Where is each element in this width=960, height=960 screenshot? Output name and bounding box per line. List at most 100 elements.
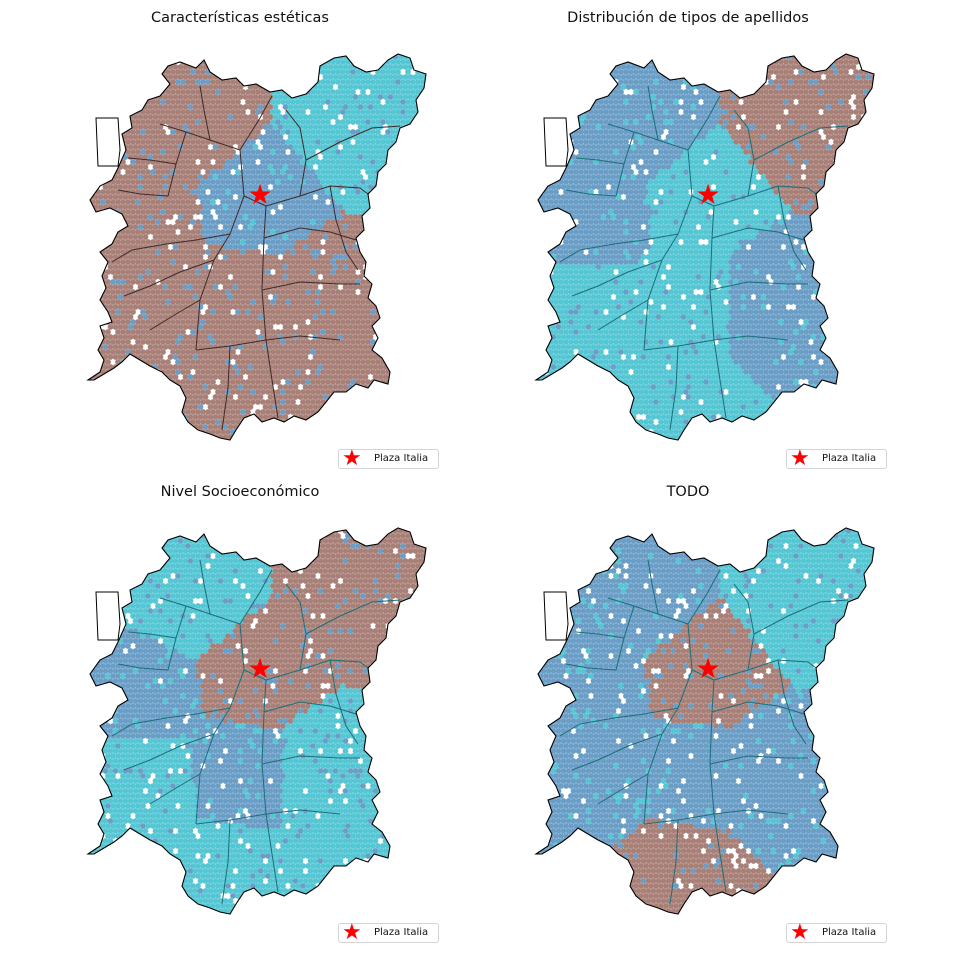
hex-cell (267, 74, 274, 80)
hex-cell (275, 299, 281, 305)
hex-cell (382, 304, 389, 310)
hex-cell (212, 224, 219, 230)
hex-cell (257, 324, 264, 330)
hex-cell (397, 114, 404, 120)
hex-cell (90, 99, 96, 105)
hex-cell (310, 129, 316, 135)
hex-cell (97, 54, 104, 60)
hex-cell (135, 79, 141, 85)
hex-cell (125, 309, 131, 315)
hex-cell (405, 59, 411, 65)
hex-cell (220, 269, 226, 275)
hex-cell (125, 369, 131, 375)
hex-cell (260, 279, 266, 285)
hex-cell (380, 399, 386, 405)
hex-cell (302, 274, 309, 280)
hex-cell (225, 319, 231, 325)
hex-cell (92, 234, 99, 240)
hex-cell (400, 109, 406, 115)
hex-cell (150, 409, 156, 415)
hex-cell (310, 209, 316, 215)
hex-cell (130, 259, 136, 265)
hex-cell (120, 319, 126, 325)
hex-cell (115, 54, 121, 55)
hex-cell (180, 299, 186, 305)
hex-cell (327, 164, 334, 170)
hex-cell (107, 84, 114, 90)
hex-cell (395, 159, 401, 165)
hex-cell (412, 144, 419, 150)
hex-cell (362, 324, 369, 330)
hex-cell (162, 214, 169, 220)
hex-cell (237, 354, 244, 360)
hex-cell (227, 334, 234, 340)
hex-cell (285, 279, 291, 285)
hex-cell (428, 364, 434, 370)
hex-cell (130, 359, 136, 365)
hex-cell (315, 169, 321, 175)
hex-cell (192, 194, 199, 200)
hex-cell (345, 229, 351, 235)
hex-cell (110, 189, 116, 195)
hex-cell (232, 54, 239, 60)
hex-cell (280, 219, 286, 225)
hex-cell (260, 179, 266, 185)
hex-cell (155, 139, 161, 145)
hex-cell (375, 109, 381, 115)
hex-cell (160, 249, 166, 255)
hex-cell (140, 349, 146, 355)
hex-cell (347, 314, 354, 320)
hex-cell (152, 254, 159, 260)
hex-cell (352, 254, 359, 260)
hex-cell (270, 399, 276, 405)
hex-cell (410, 149, 416, 155)
hex-cell (367, 54, 374, 60)
hex-cell (287, 224, 294, 230)
hex-cell (277, 264, 284, 270)
hex-cell (88, 239, 91, 245)
hex-cell (322, 354, 329, 360)
hex-cell (390, 89, 396, 95)
hex-cell (140, 89, 146, 95)
hex-cell (362, 244, 369, 250)
hex-cell (102, 174, 109, 180)
hex-cell (277, 234, 284, 240)
hex-cell (322, 124, 329, 130)
hex-cell (175, 109, 181, 115)
hex-cell (182, 304, 189, 310)
hex-cell (297, 204, 304, 210)
hex-cell (260, 89, 266, 95)
hex-cell (177, 194, 184, 200)
hex-cell (285, 359, 291, 365)
hex-cell (232, 224, 239, 230)
hex-cell (365, 339, 371, 345)
hex-cell (215, 119, 221, 125)
hex-cell (130, 59, 136, 65)
hex-cell (295, 219, 301, 225)
hex-cell (88, 364, 89, 370)
hex-cell (410, 79, 416, 85)
hex-cell (120, 189, 126, 195)
hex-cell (92, 264, 99, 270)
hex-cell (390, 109, 396, 115)
hex-cell (205, 339, 211, 345)
hex-cell (132, 224, 139, 230)
hex-cell (115, 279, 121, 285)
hex-cell (127, 394, 134, 400)
hex-cell (385, 79, 391, 85)
hex-cell (407, 304, 414, 310)
hex-cell (342, 164, 349, 170)
hex-cell (235, 129, 241, 135)
hex-cell (187, 364, 194, 370)
hex-cell (255, 279, 261, 285)
hex-cell (282, 164, 289, 170)
hex-cell (127, 304, 134, 310)
hex-cell (252, 154, 259, 160)
hex-cell (140, 399, 146, 405)
hex-cell (365, 329, 371, 335)
hex-cell (320, 219, 326, 225)
hex-cell (215, 229, 221, 235)
hex-cell (425, 289, 426, 295)
hex-cell (167, 364, 174, 370)
hex-cell (267, 314, 274, 320)
